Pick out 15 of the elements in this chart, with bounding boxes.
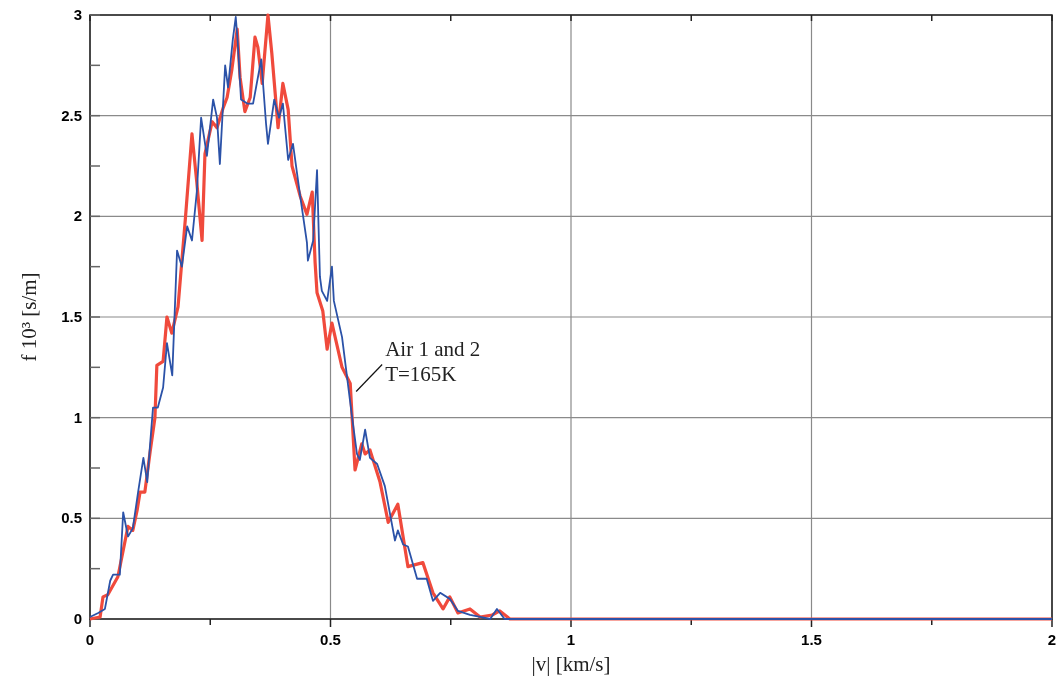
y-tick-label: 0.5 <box>61 509 82 527</box>
y-axis-title: f 10³ [s/m] <box>17 272 41 362</box>
y-tick-label: 1 <box>73 408 82 426</box>
y-tick-label: 3 <box>73 6 82 23</box>
annotation: Air 1 and 2 T=165K <box>385 336 481 386</box>
y-tick-label: 0 <box>73 610 82 627</box>
x-axis-title: |v| [km/s] <box>531 652 611 676</box>
x-tick-label: 0.5 <box>320 631 341 648</box>
x-tick-label: 1 <box>566 631 576 648</box>
x-tick-label: 2 <box>1047 631 1057 648</box>
y-tick-label: 2.5 <box>61 106 82 124</box>
x-tick-label: 1.5 <box>801 631 822 648</box>
y-tick-label: 1.5 <box>61 308 82 325</box>
y-tick-label: 2 <box>73 207 82 225</box>
x-tick-label: 0 <box>85 631 95 648</box>
